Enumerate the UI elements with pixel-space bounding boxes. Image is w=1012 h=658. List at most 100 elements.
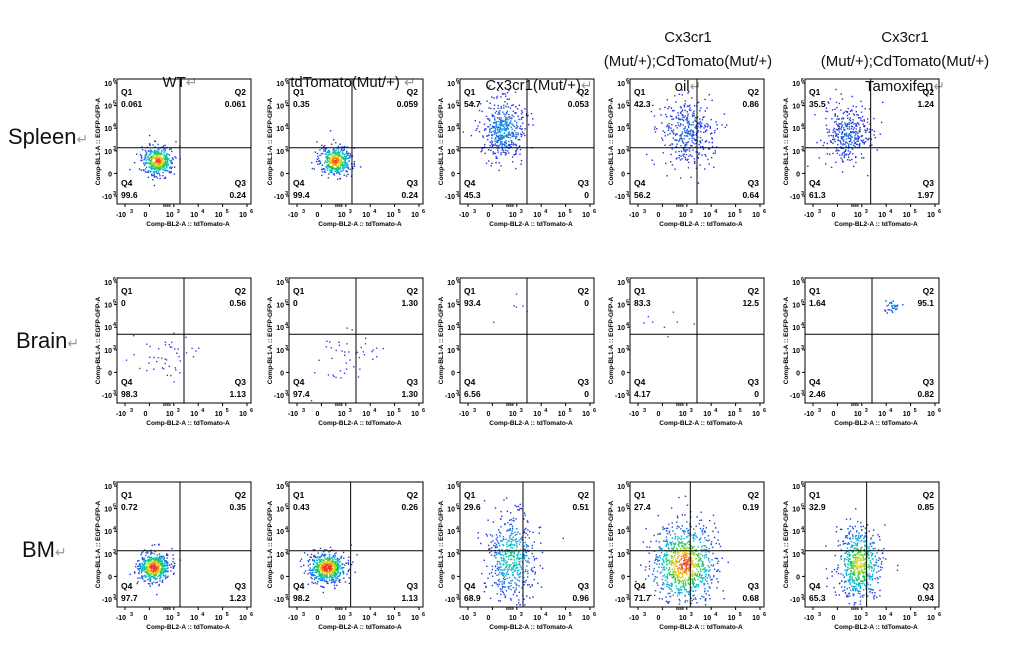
event-dot [523,571,525,573]
event-dot [657,514,659,517]
event-dot [315,565,318,567]
event-dot [506,103,508,105]
event-dot [830,166,833,169]
event-dot [510,519,512,521]
event-dot [834,113,836,115]
event-dot [345,156,347,158]
event-dot [339,158,341,160]
event-dot [503,593,505,596]
event-dot [519,549,522,551]
event-dot [515,567,517,569]
event-dot [828,131,831,133]
event-dot [162,571,164,573]
quadrant-name: Q1 [464,87,476,97]
event-dot [173,572,175,574]
event-dot [674,134,677,137]
event-dot [699,527,702,530]
event-dot [321,147,323,150]
y-tick-label: 10 [276,484,284,491]
row-label-spleen: Spleen↵ [8,124,88,150]
event-dot [700,519,703,521]
event-dot [685,149,687,151]
event-dot [322,569,324,571]
x-tick-exponent: 5 [398,612,401,618]
event-dot [495,543,498,546]
event-dot [691,137,694,140]
event-dot [668,585,670,587]
y-tick-exponent: 4 [113,322,117,328]
event-dot [488,126,490,128]
event-dot [698,143,700,146]
event-dot [841,124,844,126]
y-tick-exponent: 3 [113,390,116,396]
quadrant-name: Q4 [293,377,305,387]
event-dot [341,146,343,148]
event-dot [313,168,315,170]
y-tick-label: 0 [280,171,284,178]
y-tick-label: 10 [447,552,455,559]
event-dot [709,125,711,128]
event-dot [691,583,694,585]
event-dot [684,601,686,603]
event-dot [874,137,877,139]
event-dot [855,106,857,108]
event-dot [704,537,706,539]
event-dot [683,586,686,589]
x-tick-exponent: 3 [520,209,523,215]
event-dot [518,539,520,541]
event-dot [314,372,316,374]
event-dot [682,142,685,144]
y-tick-label: 0 [108,171,112,178]
event-dot [326,169,329,171]
event-dot [693,563,695,566]
event-dot [147,566,149,568]
event-dot [866,129,869,131]
event-dot [329,151,331,153]
event-dot [820,139,822,142]
y-tick-exponent: 5 [113,300,116,306]
event-dot [158,566,160,569]
event-dot [890,302,893,305]
event-dot [489,534,492,536]
event-dot [683,138,685,140]
event-dot [896,308,898,310]
event-dot [336,584,338,587]
event-dot [313,555,315,557]
event-dot [887,304,890,306]
event-dot [353,366,355,368]
event-dot [510,512,512,514]
event-dot [825,124,828,127]
event-dot [521,587,523,589]
event-dot [668,601,670,603]
event-dot [506,98,509,100]
event-dot [520,538,522,541]
event-dot [160,163,163,166]
event-dot [500,593,502,596]
event-dot [525,543,528,546]
event-dot [681,131,684,133]
event-dot [523,576,525,579]
event-dot [520,113,523,115]
quadrant-name: Q1 [293,490,305,500]
event-dot [654,559,656,561]
event-dot [523,548,525,550]
event-dot [152,164,154,167]
event-dot [153,544,156,546]
event-dot [310,576,312,579]
y-axis-label: Comp-BL1-A :: EGFP-GFP-A [267,500,274,588]
event-dot [343,577,345,579]
event-dot [329,572,331,574]
event-dot [857,122,859,124]
event-dot [664,144,666,146]
event-dot [317,560,319,562]
event-dot [499,110,501,112]
event-dot [699,121,702,123]
event-dot [869,123,871,125]
y-tick-label: -10 [615,393,625,400]
event-dot [502,120,504,123]
event-dot [334,170,336,172]
event-dot [150,565,152,567]
event-dot [160,157,162,159]
event-dot [501,580,503,583]
